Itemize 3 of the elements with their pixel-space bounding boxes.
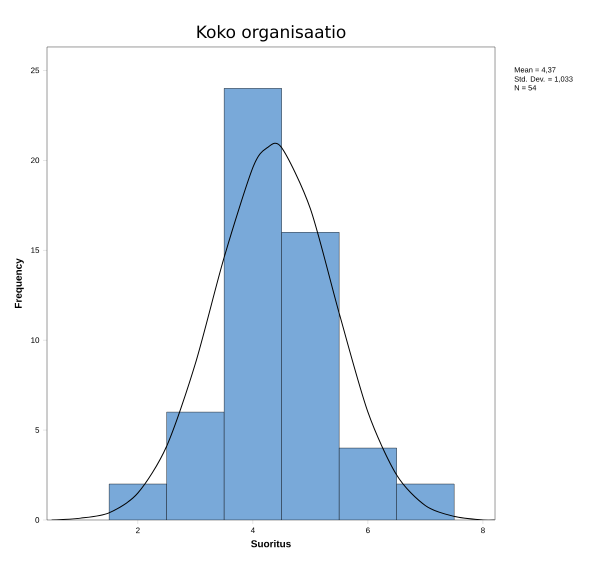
chart-title: Koko organisaatio [197,25,346,42]
x-axis-title: Suoritus [251,540,291,548]
y-axis-title: Frequency [14,258,24,308]
